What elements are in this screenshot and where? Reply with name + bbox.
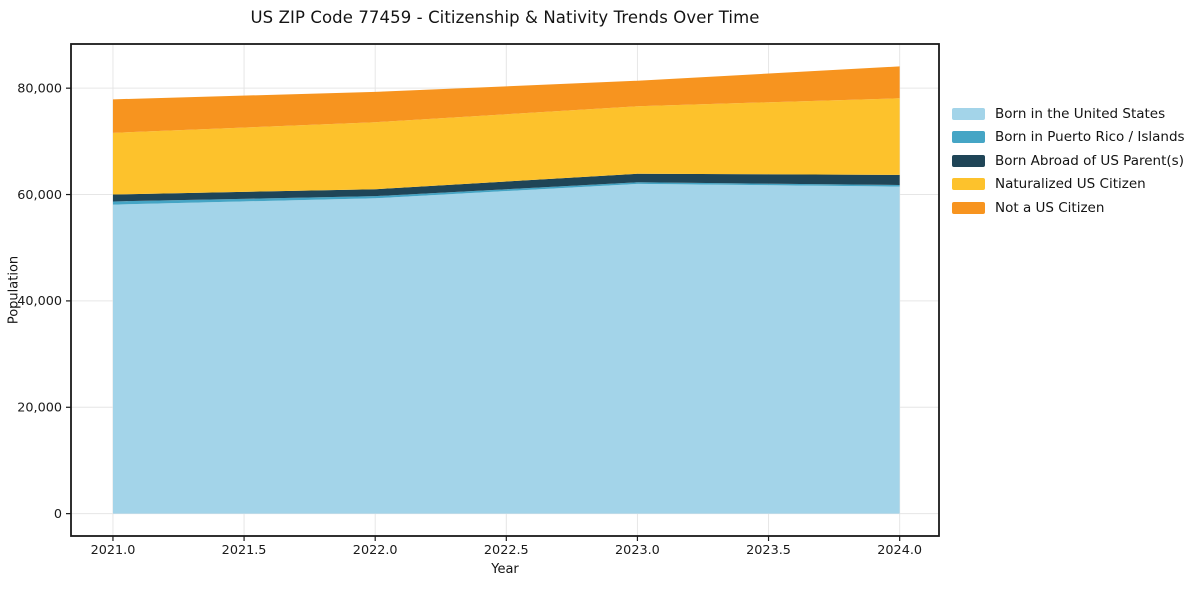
x-tick-label: 2021.5 bbox=[222, 543, 267, 558]
legend-label: Born Abroad of US Parent(s) bbox=[995, 152, 1184, 169]
legend-swatch bbox=[952, 107, 985, 120]
x-tick-label: 2024.0 bbox=[877, 543, 922, 558]
legend-label: Naturalized US Citizen bbox=[995, 176, 1146, 193]
legend-swatch bbox=[952, 131, 985, 144]
y-tick-label: 40,000 bbox=[17, 294, 62, 309]
x-tick-label: 2023.0 bbox=[615, 543, 660, 558]
legend-label: Born in the United States bbox=[995, 105, 1166, 122]
legend-swatch bbox=[952, 201, 985, 214]
legend-item-0: Born in the United States bbox=[952, 102, 1185, 126]
legend-item-3: Naturalized US Citizen bbox=[952, 173, 1185, 197]
y-tick-label: 20,000 bbox=[17, 400, 62, 415]
y-axis-label: Population bbox=[6, 255, 22, 325]
y-tick-label: 0 bbox=[54, 507, 62, 522]
legend-label: Not a US Citizen bbox=[995, 199, 1105, 216]
legend-item-2: Born Abroad of US Parent(s) bbox=[952, 149, 1185, 173]
area-series-0 bbox=[112, 183, 900, 514]
legend-label: Born in Puerto Rico / Islands bbox=[995, 129, 1185, 146]
area-series-2 bbox=[112, 173, 900, 202]
legend: Born in the United States Born in Puerto … bbox=[952, 102, 1185, 220]
y-tick-label: 80,000 bbox=[17, 81, 62, 96]
legend-item-4: Not a US Citizen bbox=[952, 196, 1185, 220]
y-tick-label: 60,000 bbox=[17, 188, 62, 203]
x-tick-label: 2022.5 bbox=[484, 543, 529, 558]
chart-title: US ZIP Code 77459 - Citizenship & Nativi… bbox=[250, 8, 760, 27]
legend-item-1: Born in Puerto Rico / Islands bbox=[952, 126, 1185, 150]
x-tick-label: 2021.0 bbox=[91, 543, 136, 558]
area-series-3 bbox=[112, 98, 900, 195]
area-series-1 bbox=[112, 182, 900, 205]
x-tick-label: 2023.5 bbox=[746, 543, 791, 558]
legend-swatch bbox=[952, 178, 985, 191]
area-series-4 bbox=[112, 66, 900, 133]
legend-swatch bbox=[952, 154, 985, 167]
plot-border bbox=[70, 43, 940, 537]
x-axis-label: Year bbox=[491, 562, 519, 577]
x-tick-label: 2022.0 bbox=[353, 543, 398, 558]
